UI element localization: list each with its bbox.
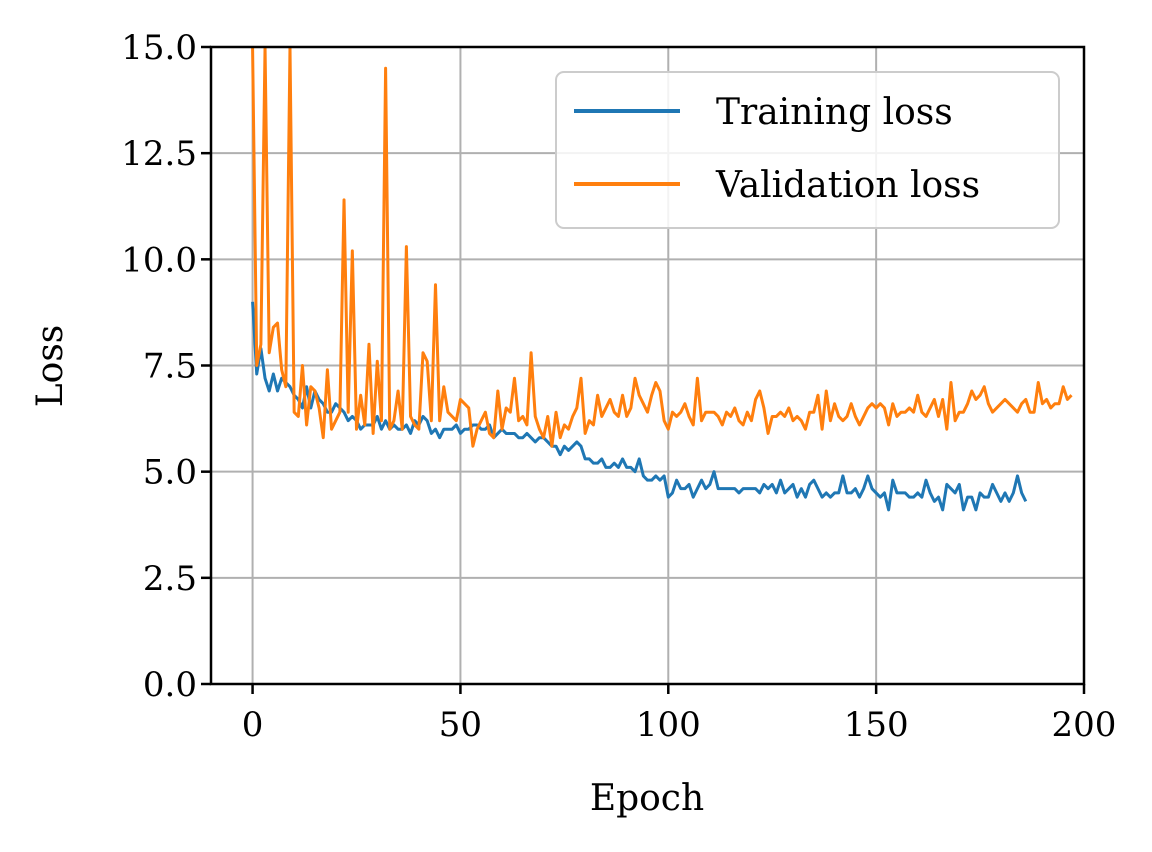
y-tick-label: 12.5 — [121, 134, 197, 174]
x-tick-label: 150 — [844, 705, 909, 745]
x-tick-label: 200 — [1052, 705, 1117, 745]
series-line-training-loss — [251, 301, 1028, 512]
y-tick-label: 5.0 — [143, 453, 197, 493]
y-axis-label: Loss — [30, 325, 71, 408]
y-tick-label: 10.0 — [121, 240, 197, 280]
x-tick-label: 0 — [242, 705, 264, 745]
x-axis-label: Epoch — [590, 778, 704, 819]
legend: Training loss Validation loss — [555, 71, 1060, 229]
y-tick-label: 7.5 — [143, 347, 197, 387]
x-tick-label: 50 — [439, 705, 482, 745]
y-tick-label: 15.0 — [121, 28, 197, 68]
legend-box — [555, 71, 1060, 229]
axis-ticks: 0 50 100 150 200 0.0 2.5 5.0 7.5 10.0 12.5 15.0 — [121, 28, 1116, 745]
y-tick-label: 0.0 — [143, 665, 197, 705]
legend-label-validation-loss: Validation loss — [715, 165, 980, 206]
x-tick-label: 100 — [636, 705, 701, 745]
legend-label-training-loss: Training loss — [716, 92, 953, 133]
series-line-validation-loss — [251, 47, 1073, 448]
y-tick-label: 2.5 — [143, 559, 197, 599]
series-layer — [251, 47, 1073, 512]
